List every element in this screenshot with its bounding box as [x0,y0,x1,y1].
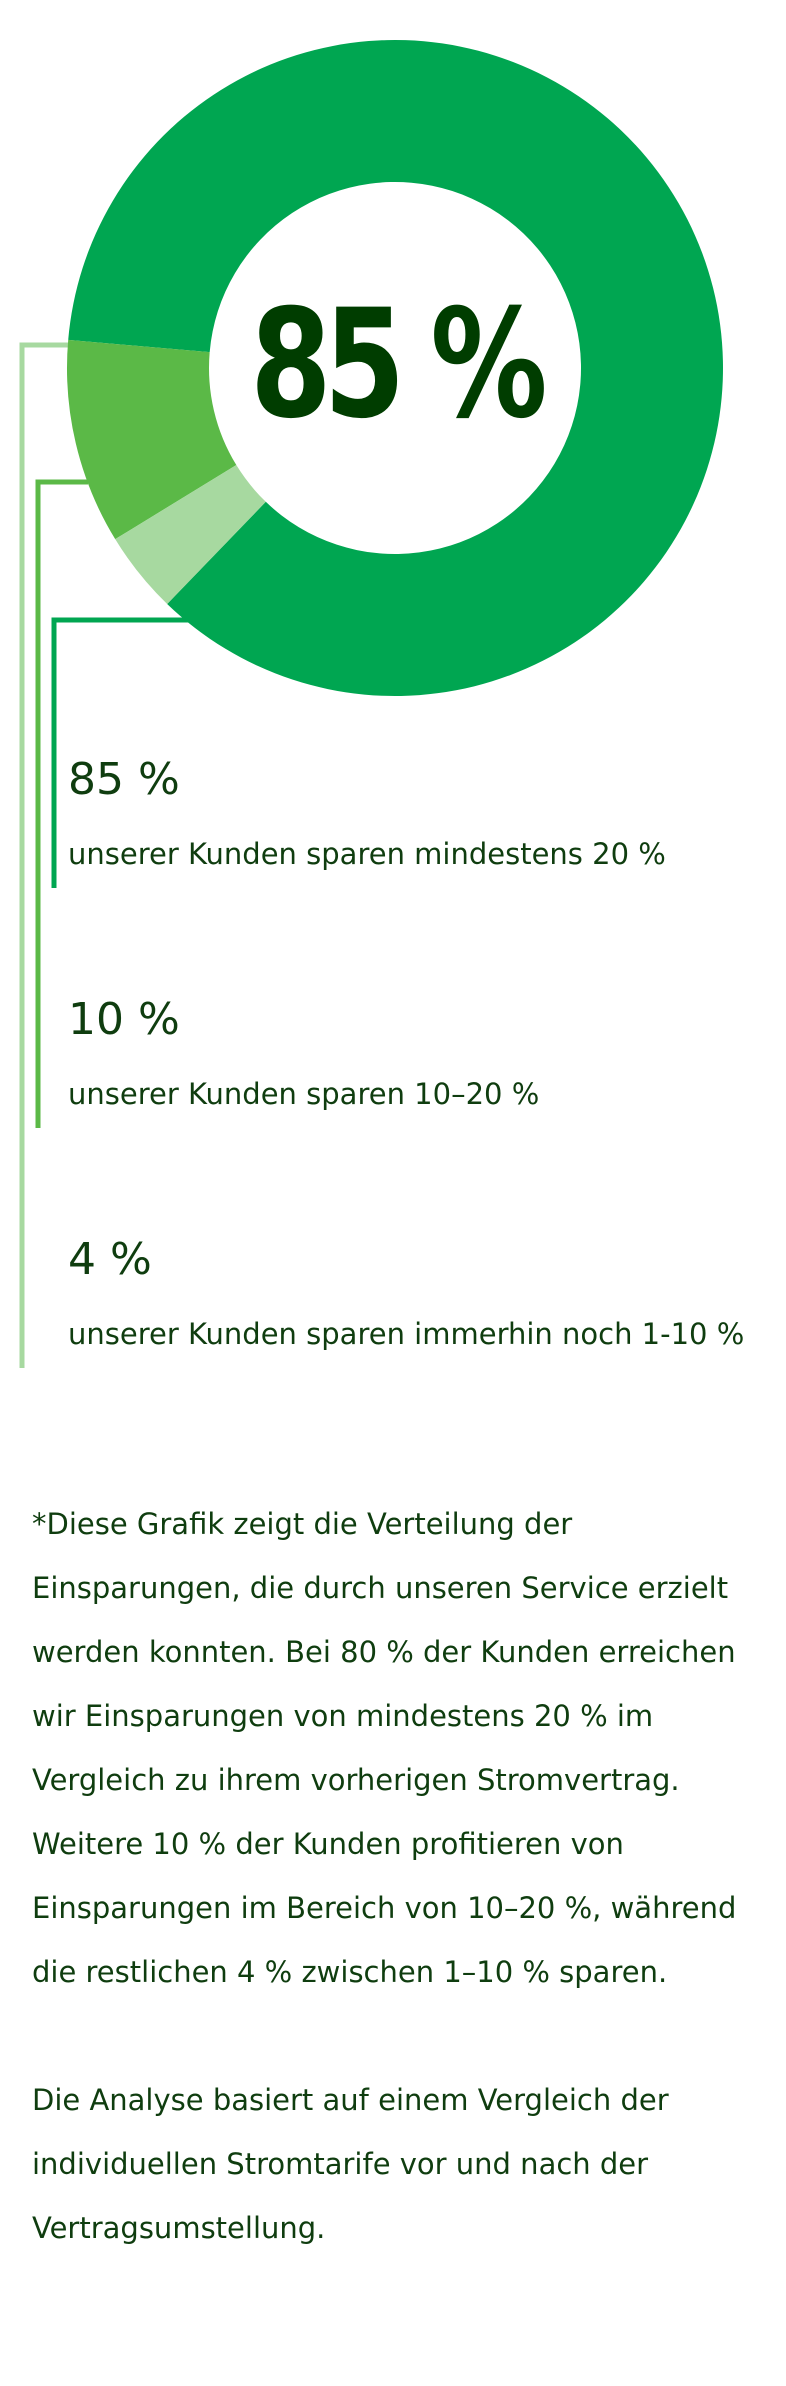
legend-description: unserer Kunden sparen immerhin noch 1-10… [68,1317,745,1351]
slice-4 [115,465,266,604]
slice-10 [67,339,237,540]
legend-description: unserer Kunden sparen 10–20 % [68,1077,540,1111]
leader-line-10 [35,479,88,1128]
donut-chart [19,40,723,1368]
legend-value: 4 % [68,1234,152,1285]
leader-line-4 [19,342,70,1368]
legend-item-85: 85 % unserer Kunden sparen mindestens 20… [68,758,666,869]
footnote-paragraph: Die Analyse basiert auf einem Vergleich … [32,2083,669,2245]
footnote: *Diese Grafik zeigt die Verteilung der E… [32,1492,752,2260]
legend-description: unserer Kunden sparen mindestens 20 % [68,837,666,871]
legend-item-10: 10 % unserer Kunden sparen 10–20 % [68,998,539,1109]
footnote-paragraph: *Diese Grafik zeigt die Verteilung der E… [32,1507,737,1989]
leader-lines [19,342,190,1368]
legend-item-4: 4 % unserer Kunden sparen immerhin noch … [68,1238,744,1349]
center-label: 85 % [250,278,547,452]
slice-85 [68,40,723,697]
leader-line-85 [51,617,190,888]
legend-value: 85 % [68,754,180,805]
legend-value: 10 % [68,994,180,1045]
donut-slices [67,40,723,697]
